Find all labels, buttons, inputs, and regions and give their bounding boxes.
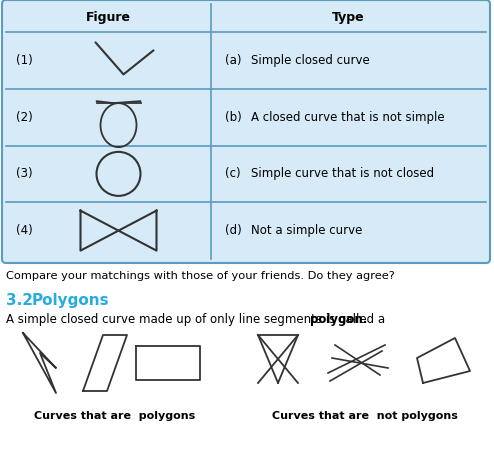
Text: (3): (3) bbox=[16, 167, 33, 180]
Text: Simple closed curve: Simple closed curve bbox=[251, 54, 370, 67]
Text: (a): (a) bbox=[225, 54, 242, 67]
Text: Curves that are  not polygons: Curves that are not polygons bbox=[272, 411, 458, 421]
Text: Figure: Figure bbox=[86, 12, 131, 24]
FancyBboxPatch shape bbox=[2, 0, 490, 263]
Text: Compare your matchings with those of your friends. Do they agree?: Compare your matchings with those of you… bbox=[6, 271, 395, 281]
Text: 3.2: 3.2 bbox=[6, 293, 33, 308]
Text: Polygons: Polygons bbox=[32, 293, 110, 308]
Text: (d): (d) bbox=[225, 224, 242, 237]
Text: Curves that are  polygons: Curves that are polygons bbox=[35, 411, 196, 421]
Text: Type: Type bbox=[332, 12, 365, 24]
Text: polygon.: polygon. bbox=[310, 313, 368, 326]
Text: (4): (4) bbox=[16, 224, 33, 237]
Text: (b): (b) bbox=[225, 111, 242, 124]
Text: A closed curve that is not simple: A closed curve that is not simple bbox=[251, 111, 445, 124]
Text: Simple curve that is not closed: Simple curve that is not closed bbox=[251, 167, 434, 180]
Text: (2): (2) bbox=[16, 111, 33, 124]
Text: Not a simple curve: Not a simple curve bbox=[251, 224, 363, 237]
Text: (c): (c) bbox=[225, 167, 241, 180]
Text: (1): (1) bbox=[16, 54, 33, 67]
Text: A simple closed curve made up of only line segments is called a: A simple closed curve made up of only li… bbox=[6, 313, 389, 326]
